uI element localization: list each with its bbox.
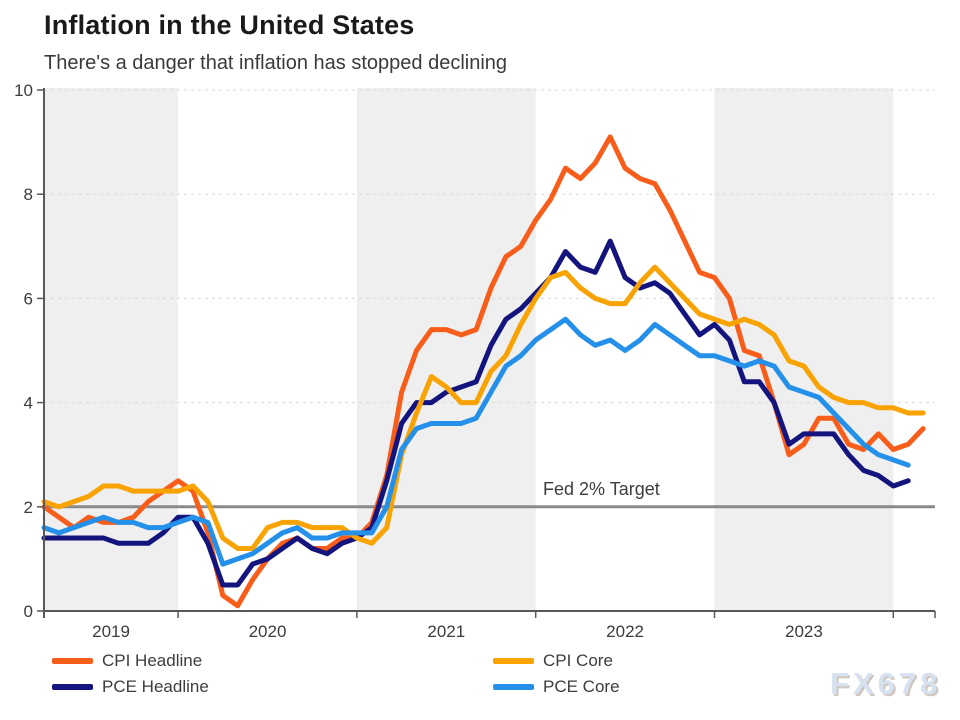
series-cpi-core <box>41 264 926 551</box>
legend-item-pce-headline: PCE Headline <box>52 676 209 697</box>
chart-title: Inflation in the United States <box>44 10 415 40</box>
legend-label: PCE Headline <box>102 676 209 696</box>
pce-core-swatch <box>493 683 534 690</box>
legend-item-cpi-core: CPI Core <box>493 650 620 671</box>
x-tick-label: 2020 <box>249 622 287 641</box>
series-pce-core <box>41 316 911 567</box>
x-tick-label: 2022 <box>606 622 644 641</box>
y-tick-label: 10 <box>14 81 33 100</box>
legend-item-pce-core: PCE Core <box>493 676 620 697</box>
legend-column-right: CPI Core PCE Core <box>493 650 620 697</box>
fed-target-label: Fed 2% Target <box>543 479 660 499</box>
legend-column-left: CPI Headline PCE Headline <box>52 650 209 697</box>
y-tick-label: 0 <box>24 602 33 621</box>
fx678-watermark: FX678 <box>830 666 942 701</box>
x-tick-label: 2019 <box>92 622 130 641</box>
chart-subtitle: There's a danger that inflation has stop… <box>44 52 508 74</box>
x-tick-label: 2021 <box>427 622 465 641</box>
legend-item-cpi-headline: CPI Headline <box>52 650 209 671</box>
legend-label: CPI Core <box>543 650 613 670</box>
legend-label: CPI Headline <box>102 650 203 670</box>
cpi-core-swatch <box>493 657 534 664</box>
y-tick-label: 2 <box>24 498 33 517</box>
pce-headline-swatch <box>52 683 93 690</box>
x-tick-label: 2023 <box>785 622 823 641</box>
y-tick-label: 8 <box>24 185 33 204</box>
y-tick-label: 4 <box>24 394 33 413</box>
legend-label: PCE Core <box>543 676 620 696</box>
cpi-headline-swatch <box>52 657 93 664</box>
year-band <box>714 88 894 611</box>
y-tick-label: 6 <box>24 289 33 308</box>
